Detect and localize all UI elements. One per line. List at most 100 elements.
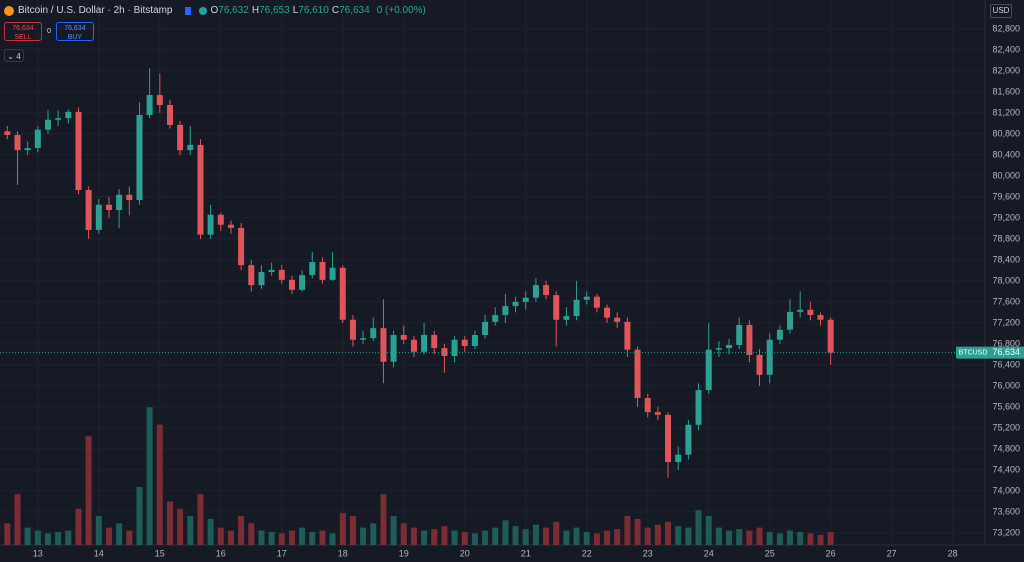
volume-bar [248,523,255,545]
y-tick-label: 80,800 [992,128,1020,138]
candle-body [522,297,529,302]
volume-bar [349,516,356,545]
volume-bar [105,527,112,545]
candle-body [207,214,214,235]
volume-bar [146,407,153,545]
volume-bar [827,531,834,545]
symbol-title[interactable]: Bitcoin / U.S. Dollar · 2h · Bitstamp [18,5,173,16]
volume-bar [604,530,611,545]
x-tick-label: 28 [948,548,958,558]
volume-bar [288,530,295,545]
volume-bar [400,523,407,545]
volume-bar [685,527,692,545]
x-tick-label: 19 [399,548,409,558]
symbol-tag-label: BTCUSD [959,349,988,356]
volume-bar [726,530,733,545]
candle-body [431,334,438,349]
candle-body [146,95,153,115]
volume-bar [665,521,672,545]
candle-body [126,194,133,201]
candle-body [766,339,773,375]
candle-body [471,334,478,347]
volume-bar [807,533,814,545]
buy-button[interactable]: 76,634 BUY [55,22,94,41]
candle-body [24,148,31,151]
candle-body [258,271,265,286]
y-tick-label: 76,800 [992,338,1020,348]
candle-body [736,325,743,345]
volume-bar [166,501,173,545]
volume-bar [410,527,417,545]
y-tick-label: 80,400 [992,149,1020,159]
candle-body [238,227,245,266]
candle-body [319,261,326,280]
volume-bar [360,527,367,545]
y-tick-label: 80,000 [992,170,1020,180]
candle-body [4,131,11,135]
volume-bar [431,529,438,545]
volume-bar [736,529,743,545]
candle-body [288,279,295,290]
ohlc-key: L [292,5,299,16]
candle-body [492,315,499,322]
candle-body [553,295,560,320]
candle-body [573,299,580,317]
y-tick-label: 81,600 [992,86,1020,96]
volume-bar [492,527,499,545]
volume-bar [156,424,163,545]
candle-body [400,334,407,340]
candle-body [644,397,651,413]
y-tick-label: 78,800 [992,233,1020,243]
volume-bar [644,527,651,545]
ohlc-value: 76,610 [298,5,329,16]
sell-price: 76,634 [12,25,34,32]
candle-body [512,301,519,307]
y-tick-label: 78,400 [992,254,1020,264]
volume-bar [776,533,783,545]
candle-body [685,424,692,455]
volume-bar [451,530,458,545]
candle-body [14,134,21,151]
candle-body [482,321,489,335]
ohlc-value: 76,653 [259,5,290,16]
y-tick-label: 77,200 [992,317,1020,327]
candle-body [197,144,204,235]
y-tick-label: 79,200 [992,212,1020,222]
candle-body [532,285,539,298]
volume-bar [461,531,468,545]
x-tick-label: 15 [155,548,165,558]
volume-bar [309,531,316,545]
volume-bar [675,526,682,545]
y-tick-label: 81,200 [992,107,1020,117]
x-tick-label: 17 [277,548,287,558]
candle-body [726,344,733,349]
trade-panel: 76,634 SELL 0 76,634 BUY [4,22,94,41]
volume-bar [258,530,265,545]
indicators-toggle[interactable]: ⌄ 4 [4,49,24,62]
candle-body [85,190,92,230]
candle-body [461,339,468,347]
candle-body [776,329,783,340]
volume-bar [593,533,600,545]
volume-bar [756,527,763,545]
ohlc-key: C [331,5,340,16]
market-status [198,6,207,15]
candle-body [360,338,367,340]
volume-bar [654,524,661,545]
sell-button[interactable]: 76,634 SELL [4,22,42,41]
x-tick-label: 18 [338,548,348,558]
y-tick-label: 76,400 [992,359,1020,369]
volume-bar [319,530,326,545]
candle-body [34,129,41,149]
currency-button[interactable]: USD [990,4,1012,18]
volume-bar [217,527,224,545]
volume-bar [553,521,560,545]
volume-bar [532,524,539,545]
y-tick-label: 76,000 [992,380,1020,390]
volume-bar [177,508,184,545]
y-tick-label: 74,800 [992,443,1020,453]
volume-bar [746,530,753,545]
volume-bar [65,530,72,545]
